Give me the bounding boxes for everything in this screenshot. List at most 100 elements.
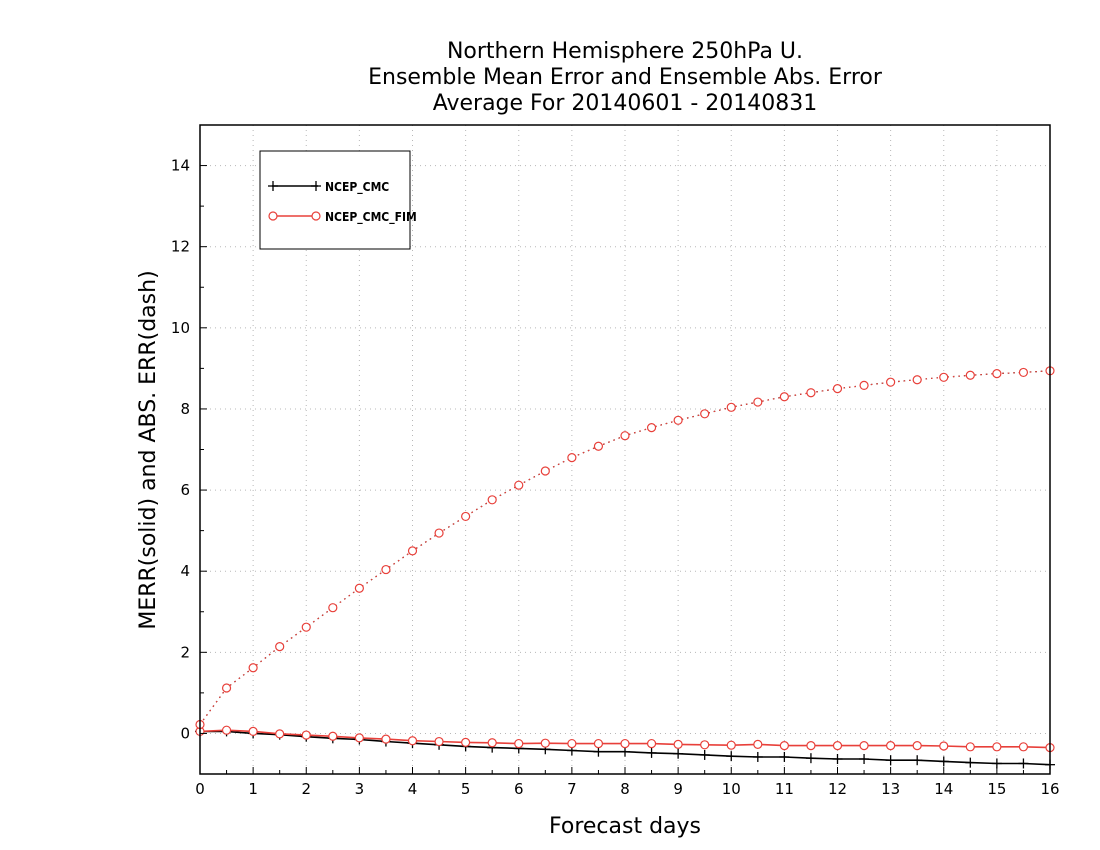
legend-box bbox=[259, 150, 411, 250]
y-tick-label: 14 bbox=[171, 157, 190, 175]
data-point-circle bbox=[593, 441, 604, 451]
legend-entry-ncep-cmc-fim: NCEP_CMC_FIM bbox=[268, 210, 417, 225]
x-tick-label: 10 bbox=[722, 780, 741, 798]
data-point-circle bbox=[593, 738, 604, 749]
x-tick-label: 3 bbox=[355, 780, 365, 798]
data-point-circle bbox=[434, 528, 444, 538]
data-point-circle bbox=[301, 730, 311, 740]
grid bbox=[200, 125, 1050, 774]
x-tick-label: 16 bbox=[1040, 780, 1059, 798]
data-point-circle bbox=[673, 739, 683, 749]
data-point-circle bbox=[753, 397, 763, 407]
data-point-circle bbox=[832, 384, 843, 394]
data-point-circle bbox=[832, 741, 843, 751]
data-point-circle bbox=[1018, 367, 1029, 378]
data-point-circle bbox=[806, 388, 816, 398]
data-point-circle bbox=[275, 642, 285, 652]
data-point-circle bbox=[567, 453, 577, 463]
data-point-circle bbox=[886, 377, 896, 387]
legend-label: NCEP_CMC_FIM bbox=[325, 210, 417, 225]
data-point-circle bbox=[540, 466, 550, 476]
x-tick-label: 4 bbox=[408, 780, 418, 798]
x-tick-label: 8 bbox=[620, 780, 630, 798]
y-tick-label: 10 bbox=[171, 319, 190, 337]
data-point-circle bbox=[381, 564, 391, 575]
data-point-circle bbox=[1018, 742, 1029, 752]
y-axis: 0 2 4 6 8 10 12 14 bbox=[171, 124, 207, 775]
data-point-circle bbox=[248, 663, 258, 673]
data-point-circle bbox=[806, 741, 816, 751]
data-point-circle bbox=[381, 734, 391, 744]
data-point-circle bbox=[992, 742, 1002, 752]
data-point-circle bbox=[567, 738, 577, 749]
y-axis-label: MERR(solid) and ABS. ERR(dash) bbox=[136, 270, 161, 629]
data-point-circle bbox=[646, 738, 657, 749]
data-point-circle bbox=[328, 731, 338, 741]
y-tick-label: 8 bbox=[180, 400, 190, 418]
x-axis-label: Forecast days bbox=[549, 814, 701, 839]
series-line bbox=[199, 370, 1051, 725]
x-tick-label: 6 bbox=[514, 780, 524, 798]
series-ncep-cmc-fim-mean-error bbox=[195, 725, 1055, 753]
data-point-circle bbox=[540, 738, 550, 748]
data-point-circle bbox=[886, 741, 896, 751]
data-point-circle bbox=[407, 546, 418, 556]
legend-entry-ncep-cmc: NCEP_CMC bbox=[268, 180, 389, 195]
data-point-circle bbox=[673, 415, 683, 425]
data-point-circle bbox=[859, 380, 869, 391]
data-point-circle bbox=[514, 738, 524, 749]
data-point-circle bbox=[726, 402, 736, 412]
data-point-circle bbox=[221, 683, 232, 693]
data-point-circle bbox=[461, 511, 471, 522]
series-ncep-cmc-abs-error bbox=[199, 370, 1051, 725]
data-point-circle bbox=[779, 392, 789, 402]
data-point-circle bbox=[700, 409, 710, 419]
data-point-circle bbox=[487, 738, 497, 748]
x-tick-label: 2 bbox=[301, 780, 311, 798]
data-point-circle bbox=[268, 211, 278, 221]
data-point-circle bbox=[859, 741, 869, 751]
y-tick-label: 2 bbox=[180, 643, 190, 661]
data-point-circle bbox=[461, 737, 471, 747]
x-tick-label: 5 bbox=[461, 780, 471, 798]
x-axis: 0 1 2 3 4 5 6 7 8 9 10 11 12 13 14 15 16 bbox=[195, 767, 1060, 798]
data-point-circle bbox=[726, 740, 736, 750]
title-line-3: Average For 20140601 - 20140831 bbox=[433, 91, 818, 116]
x-tick-label: 13 bbox=[881, 780, 900, 798]
legend-label: NCEP_CMC bbox=[325, 180, 389, 195]
x-tick-label: 11 bbox=[775, 780, 794, 798]
data-point-circle bbox=[620, 738, 630, 749]
data-point-circle bbox=[434, 736, 444, 747]
data-point-circle bbox=[646, 422, 657, 433]
data-point-circle bbox=[514, 480, 524, 490]
data-point-circle bbox=[965, 742, 975, 752]
data-point-circle bbox=[275, 729, 285, 739]
data-point-circle bbox=[221, 725, 232, 735]
y-tick-label: 12 bbox=[171, 238, 190, 256]
data-point-circle bbox=[700, 740, 710, 750]
series-layer bbox=[195, 366, 1055, 770]
data-point-circle bbox=[248, 726, 258, 737]
title-line-2: Ensemble Mean Error and Ensemble Abs. Er… bbox=[368, 65, 883, 90]
data-point-circle bbox=[328, 603, 338, 613]
data-point-circle bbox=[992, 369, 1002, 379]
chart-title: Northern Hemisphere 250hPa U. Ensemble M… bbox=[368, 39, 883, 116]
data-point-circle bbox=[939, 372, 949, 382]
data-point-circle bbox=[311, 211, 321, 221]
data-point-circle bbox=[965, 370, 975, 380]
data-point-circle bbox=[487, 495, 497, 505]
data-point-circle bbox=[620, 431, 630, 441]
x-tick-label: 1 bbox=[248, 780, 258, 798]
data-point-circle bbox=[779, 741, 789, 751]
series-line bbox=[199, 370, 1051, 725]
x-tick-label: 9 bbox=[673, 780, 683, 798]
data-point-circle bbox=[301, 622, 311, 632]
data-point-circle bbox=[354, 733, 364, 743]
series-ncep-cmc-fim-abs-error bbox=[195, 366, 1055, 730]
x-tick-label: 15 bbox=[987, 780, 1006, 798]
title-line-1: Northern Hemisphere 250hPa U. bbox=[447, 39, 803, 64]
x-tick-label: 7 bbox=[567, 780, 577, 798]
y-tick-label: 6 bbox=[180, 481, 190, 499]
y-tick-label: 0 bbox=[180, 724, 190, 742]
